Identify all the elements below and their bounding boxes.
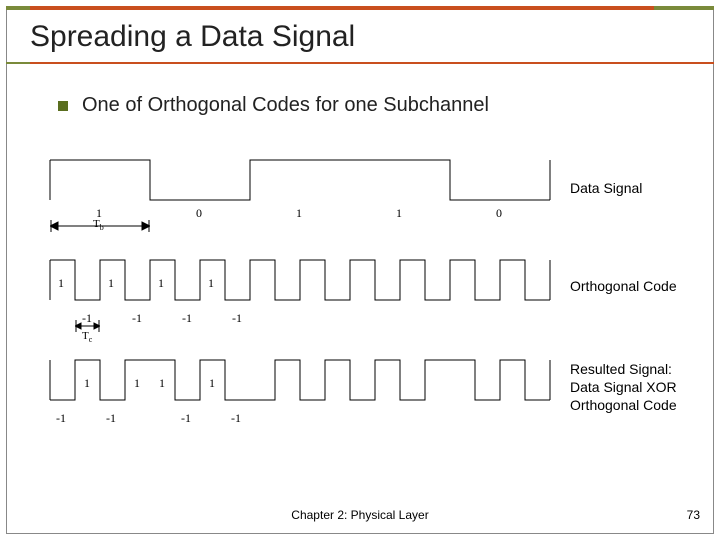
title-underline bbox=[6, 62, 714, 64]
value-label: -1 bbox=[232, 311, 242, 326]
value-label: 1 bbox=[96, 206, 102, 221]
value-label: 1 bbox=[159, 376, 165, 391]
slide-title: Spreading a Data Signal bbox=[30, 20, 355, 54]
value-label: 1 bbox=[208, 276, 214, 291]
value-label: -1 bbox=[182, 311, 192, 326]
value-label: -1 bbox=[181, 411, 191, 426]
result-signal-label: Resulted Signal: Data Signal XOR Orthogo… bbox=[570, 360, 677, 415]
footer-chapter: Chapter 2: Physical Layer bbox=[0, 508, 720, 522]
value-label: 1 bbox=[158, 276, 164, 291]
data-signal-waveform bbox=[50, 160, 550, 200]
bullet-item: One of Orthogonal Codes for one Subchann… bbox=[58, 94, 489, 117]
value-label: 1 bbox=[134, 376, 140, 391]
bullet-text: One of Orthogonal Codes for one Subchann… bbox=[82, 94, 489, 117]
value-label: 1 bbox=[84, 376, 90, 391]
data-signal-label: Data Signal bbox=[570, 180, 642, 196]
value-label: 1 bbox=[396, 206, 402, 221]
orthogonal-code-label: Orthogonal Code bbox=[570, 278, 677, 294]
top-accent-bar bbox=[6, 6, 714, 10]
value-label: 1 bbox=[209, 376, 215, 391]
result-signal-waveform bbox=[50, 360, 550, 400]
value-label: -1 bbox=[106, 411, 116, 426]
value-label: -1 bbox=[231, 411, 241, 426]
value-label: 0 bbox=[196, 206, 202, 221]
bullet-square-icon bbox=[58, 101, 68, 111]
value-label: -1 bbox=[132, 311, 142, 326]
value-label: 1 bbox=[108, 276, 114, 291]
value-label: -1 bbox=[82, 311, 92, 326]
value-label: 1 bbox=[58, 276, 64, 291]
orthogonal-code-waveform bbox=[50, 260, 550, 300]
page-number: 73 bbox=[687, 508, 700, 522]
value-label: -1 bbox=[56, 411, 66, 426]
value-label: 1 bbox=[296, 206, 302, 221]
value-label: 0 bbox=[496, 206, 502, 221]
tc-label: Tc bbox=[82, 330, 92, 344]
